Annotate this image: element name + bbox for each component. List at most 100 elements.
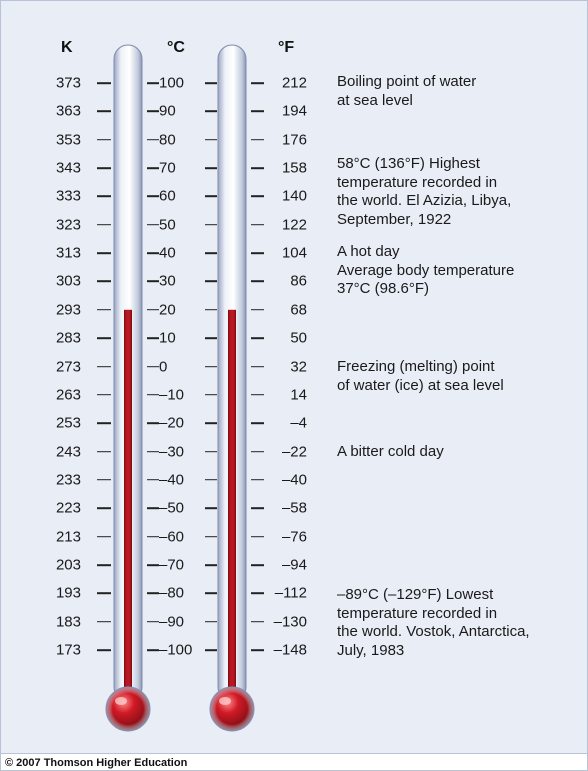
celsius-tick-left	[147, 138, 159, 141]
bulb-glass	[209, 686, 255, 732]
note-boiling-point: Boiling point of water at sea level	[337, 73, 477, 109]
celsius-value: –80	[159, 584, 185, 602]
kelvin-tick	[97, 620, 111, 623]
fahrenheit-tick	[251, 592, 264, 595]
celsius-tick-left	[147, 649, 159, 651]
celsius-value: 80	[159, 131, 176, 149]
fahrenheit-tick	[251, 337, 264, 339]
celsius-tick-right	[205, 479, 217, 481]
fahrenheit-tick	[251, 422, 264, 424]
celsius-tick-left	[147, 309, 159, 311]
bulb-highlight	[115, 697, 127, 705]
fahrenheit-tick	[251, 620, 264, 623]
kelvin-value: 283	[55, 329, 81, 347]
fahrenheit-value: 212	[281, 74, 307, 92]
celsius-tick-right	[205, 82, 217, 84]
kelvin-value: 303	[55, 272, 81, 290]
fahrenheit-tick	[251, 394, 264, 396]
celsius-tick-right	[205, 252, 217, 254]
kelvin-value: 353	[55, 131, 81, 149]
copyright-footer: © 2007 Thomson Higher Education	[1, 753, 587, 770]
celsius-tick-right	[205, 280, 217, 283]
kelvin-value: 193	[55, 584, 81, 602]
kelvin-value: 323	[55, 216, 81, 234]
kelvin-value: 253	[55, 414, 81, 432]
fahrenheit-tick	[251, 223, 264, 226]
fahrenheit-tick	[251, 564, 264, 566]
fahrenheit-value: 32	[290, 358, 307, 375]
kelvin-tick	[97, 195, 111, 198]
fahrenheit-value: –58	[281, 499, 307, 517]
fahrenheit-tick	[251, 507, 264, 510]
kelvin-tick	[97, 223, 111, 226]
celsius-tick-left	[147, 280, 159, 283]
celsius-tick-right	[205, 450, 217, 453]
kelvin-tick	[97, 167, 111, 169]
note-hot-day-body-temperature: A hot day Average body temperature 37°C (9…	[337, 243, 515, 297]
celsius-tick-right	[205, 223, 217, 226]
celsius-tick-left	[147, 535, 159, 538]
kelvin-tick	[97, 337, 111, 339]
fahrenheit-tick	[251, 110, 264, 113]
fahrenheit-value: –112	[274, 584, 307, 602]
kelvin-value: 243	[55, 443, 81, 461]
celsius-tick-right	[205, 110, 217, 113]
fahrenheit-tick	[251, 167, 264, 169]
celsius-value: 50	[159, 216, 176, 234]
kelvin-value: 373	[55, 74, 81, 92]
celsius-value: –50	[159, 499, 185, 517]
kelvin-tick	[97, 309, 111, 311]
celsius-tick-left	[147, 479, 159, 481]
kelvin-value: 333	[55, 187, 81, 205]
fahrenheit-value: 176	[281, 131, 307, 149]
kelvin-tick	[97, 422, 111, 424]
celsius-value: 0	[159, 358, 168, 375]
note-bitter-cold-day: A bitter cold day	[337, 443, 444, 460]
celsius-tick-left	[147, 110, 159, 113]
celsius-tick-right	[205, 365, 217, 368]
fahrenheit-tick	[251, 309, 264, 311]
celsius-value: –90	[159, 613, 185, 631]
celsius-tick-right	[205, 138, 217, 141]
fahrenheit-tick	[251, 535, 264, 538]
fahrenheit-value: –40	[281, 471, 307, 489]
celsius-tick-left	[147, 365, 159, 368]
kelvin-tick	[97, 507, 111, 510]
celsius-tick-right	[205, 649, 217, 651]
fahrenheit-value: –148	[273, 641, 307, 659]
fahrenheit-value: 140	[281, 187, 307, 205]
kelvin-tick	[97, 82, 111, 84]
celsius-value: –20	[159, 414, 185, 432]
celsius-header: °C	[167, 39, 185, 56]
kelvin-celsius-thermometer	[105, 44, 151, 732]
fahrenheit-value: 68	[290, 301, 307, 319]
celsius-value: –100	[159, 641, 193, 659]
celsius-value: 30	[159, 272, 176, 290]
celsius-tick-right	[205, 309, 217, 311]
note-highest-temperature: 58°C (136°F) Highest temperature recorded…	[337, 155, 512, 228]
celsius-tick-left	[147, 252, 159, 254]
fahrenheit-value: –22	[281, 443, 307, 461]
bulb-glass	[105, 686, 151, 732]
celsius-tick-left	[147, 167, 159, 169]
kelvin-tick	[97, 564, 111, 566]
celsius-value: –60	[159, 528, 185, 546]
kelvin-value: 293	[55, 301, 81, 319]
celsius-tick-left	[147, 620, 159, 623]
kelvin-tick	[97, 252, 111, 254]
kelvin-value: 313	[55, 244, 81, 262]
celsius-tick-right	[205, 592, 217, 595]
celsius-value: –30	[159, 443, 185, 461]
celsius-value: 60	[159, 187, 176, 205]
kelvin-tick	[97, 649, 111, 651]
mercury-core	[231, 309, 233, 701]
kelvin-value: 223	[55, 499, 81, 517]
fahrenheit-tick	[251, 195, 264, 198]
celsius-tick-right	[205, 394, 217, 396]
celsius-tick-right	[205, 507, 217, 510]
celsius-value: –70	[159, 556, 185, 574]
celsius-value: 20	[159, 301, 176, 319]
fahrenheit-value: 158	[281, 159, 307, 177]
